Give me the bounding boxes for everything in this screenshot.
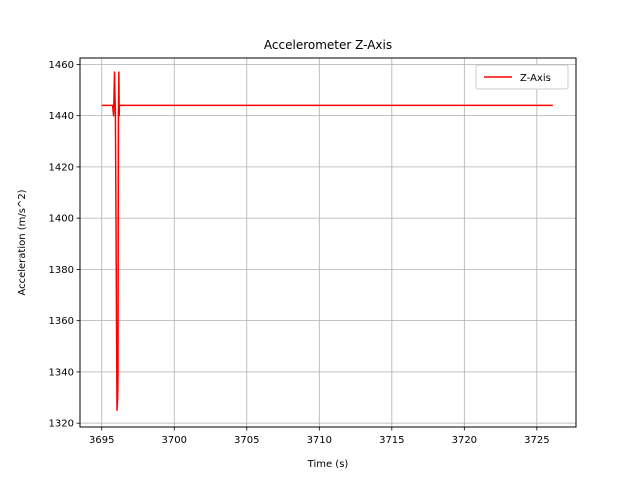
series-layer [101, 71, 553, 412]
y-tick-label: 1420 [49, 162, 74, 173]
y-tick-label: 1360 [49, 316, 74, 327]
x-ticks: 3695 3700 3705 3710 3715 3720 3725 [89, 427, 550, 446]
x-tick-label: 3700 [162, 435, 187, 446]
y-axis-label: Acceleration (m/s^2) [17, 189, 28, 295]
y-tick-label: 1440 [49, 111, 74, 122]
y-tick-label: 1320 [49, 419, 74, 430]
plot-frame [79, 57, 577, 428]
x-tick-label: 3725 [524, 435, 549, 446]
x-tick-label: 3715 [379, 435, 404, 446]
chart-title: Accelerometer Z-Axis [264, 38, 392, 52]
x-tick-label: 3695 [89, 435, 114, 446]
x-tick-label: 3705 [234, 435, 259, 446]
series-line-z-axis [101, 71, 553, 412]
grid [80, 58, 576, 427]
x-tick-label: 3720 [452, 435, 477, 446]
legend-label: Z-Axis [520, 73, 551, 84]
y-tick-label: 1380 [49, 265, 74, 276]
x-axis-label: Time (s) [307, 459, 349, 470]
x-tick-label: 3710 [307, 435, 332, 446]
y-ticks: 1320 1340 1360 1380 1400 1420 1440 1460 [49, 60, 80, 430]
legend-box [475, 64, 569, 90]
y-tick-label: 1460 [49, 60, 74, 71]
y-tick-label: 1340 [49, 367, 74, 378]
legend: Z-Axis [475, 64, 569, 90]
y-tick-label: 1400 [49, 214, 74, 225]
